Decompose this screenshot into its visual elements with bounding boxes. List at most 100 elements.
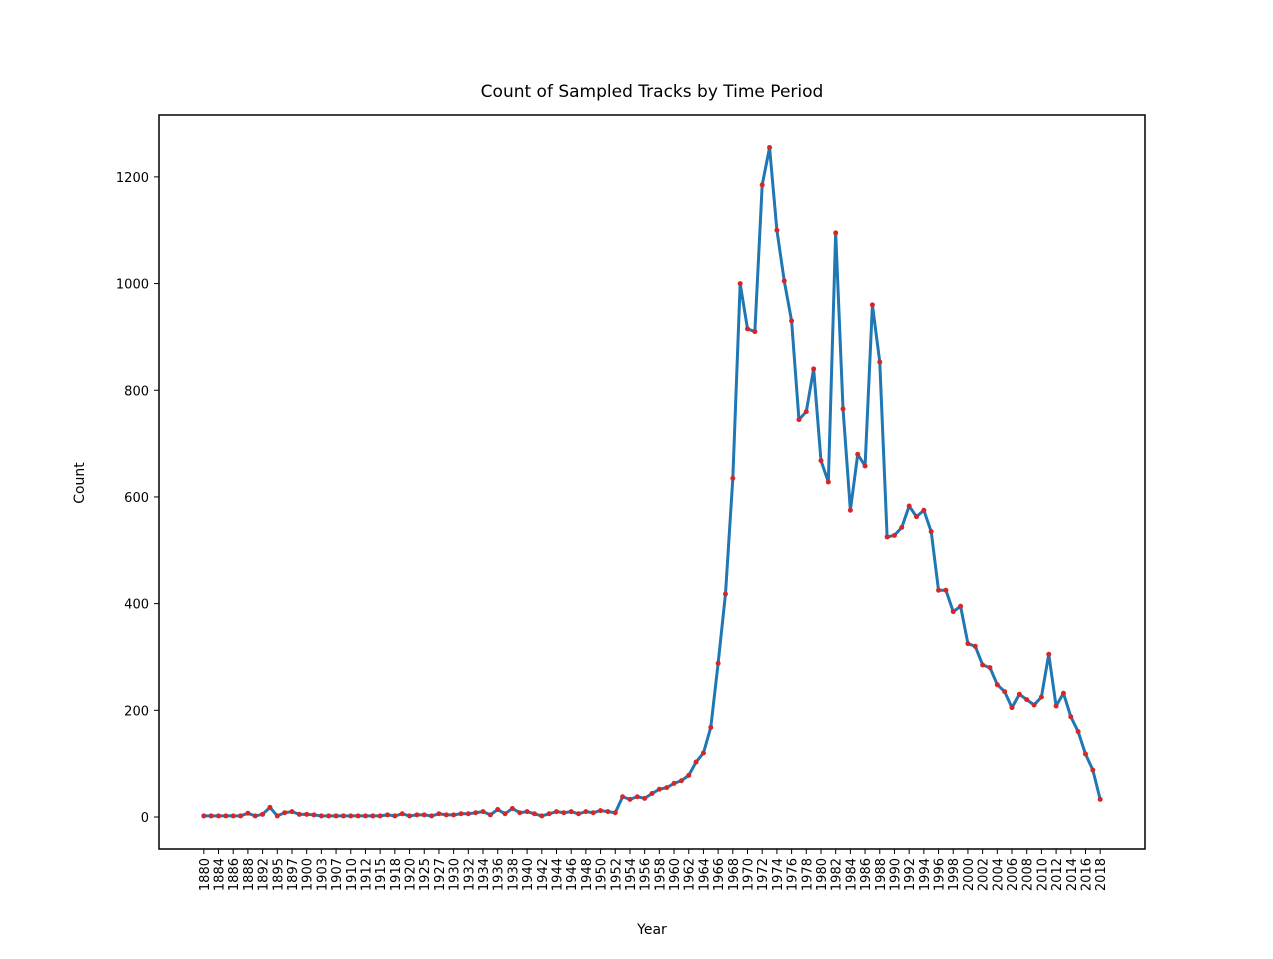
x-tick-label: 1927: [433, 858, 448, 891]
point: [355, 813, 361, 819]
point: [568, 809, 574, 815]
x-tick-label: 1903: [315, 858, 330, 891]
point: [480, 809, 486, 815]
point: [1002, 689, 1008, 695]
x-tick-label: 1982: [830, 858, 845, 891]
point: [811, 366, 817, 372]
point: [693, 759, 699, 765]
point: [289, 809, 295, 815]
x-axis-label: Year: [636, 922, 667, 938]
point: [840, 406, 846, 412]
point: [377, 813, 383, 819]
point: [333, 813, 339, 819]
x-tick-label: 1946: [565, 858, 580, 891]
x-tick-label: 1984: [844, 858, 859, 891]
point: [524, 809, 530, 815]
point: [730, 475, 736, 481]
point: [722, 591, 728, 597]
x-tick-label: 1886: [227, 858, 242, 891]
x-tick-label: 1996: [933, 858, 948, 891]
point: [759, 182, 765, 188]
y-tick-label: 1200: [116, 171, 149, 186]
y-tick-label: 400: [124, 598, 149, 613]
x-tick-label: 2018: [1094, 858, 1109, 891]
point: [1082, 751, 1088, 757]
x-tick-label: 1940: [521, 858, 536, 891]
x-tick-label: 1920: [404, 858, 419, 891]
x-tick-label: 1994: [918, 858, 933, 891]
point: [590, 810, 596, 816]
x-tick-label: 1936: [492, 858, 507, 891]
x-tick-label: 1918: [389, 858, 404, 891]
y-axis-label: Count: [72, 462, 88, 504]
point: [1024, 697, 1030, 703]
point: [914, 514, 920, 520]
x-tick-label: 1966: [712, 858, 727, 891]
point: [274, 813, 280, 819]
point: [1075, 729, 1081, 735]
y-tick-label: 0: [141, 811, 149, 826]
point: [869, 302, 875, 308]
point: [399, 811, 405, 817]
x-tick-label: 1960: [668, 858, 683, 891]
point: [598, 808, 604, 814]
point: [230, 813, 236, 819]
point: [994, 682, 1000, 688]
x-tick-label: 1974: [771, 858, 786, 891]
y-tick-label: 800: [124, 384, 149, 399]
point: [818, 458, 824, 464]
point: [260, 811, 266, 817]
x-tick-label: 1956: [639, 858, 654, 891]
x-tick-label: 1978: [800, 858, 815, 891]
point: [847, 507, 853, 513]
point: [245, 810, 251, 816]
x-tick-label: 1912: [359, 858, 374, 891]
point: [781, 278, 787, 284]
point: [384, 812, 390, 818]
point: [1060, 690, 1066, 696]
point: [1031, 702, 1037, 708]
point: [208, 813, 214, 819]
x-tick-label: 1976: [786, 858, 801, 891]
point: [958, 603, 964, 609]
point: [715, 660, 721, 666]
x-tick-label: 1930: [448, 858, 463, 891]
point: [370, 813, 376, 819]
x-tick-label: 1884: [213, 858, 228, 891]
point: [774, 227, 780, 233]
point: [407, 813, 413, 819]
point: [943, 587, 949, 593]
point: [340, 813, 346, 819]
x-tick-label: 1907: [330, 858, 345, 891]
x-tick-label: 1998: [947, 858, 962, 891]
point: [1009, 705, 1015, 711]
x-tick-label: 1962: [683, 858, 698, 891]
point: [1046, 651, 1052, 657]
point: [950, 609, 956, 615]
x-tick-label: 1948: [580, 858, 595, 891]
point: [539, 813, 545, 819]
x-tick-label: 1952: [609, 858, 624, 891]
point: [642, 795, 648, 801]
point: [855, 451, 861, 457]
point: [649, 791, 655, 797]
x-tick-label: 2004: [991, 858, 1006, 891]
point: [443, 812, 449, 818]
point: [223, 813, 229, 819]
point: [311, 812, 317, 818]
point: [304, 811, 310, 817]
x-tick-label: 2010: [1035, 858, 1050, 891]
point: [803, 409, 809, 415]
point: [553, 809, 559, 815]
point: [664, 785, 670, 791]
point: [502, 811, 508, 817]
point: [1097, 796, 1103, 802]
x-tick-label: 2000: [962, 858, 977, 891]
point: [833, 230, 839, 236]
point: [465, 811, 471, 817]
point: [318, 813, 324, 819]
x-tick-label: 2008: [1021, 858, 1036, 891]
point: [921, 507, 927, 513]
x-tick-label: 1892: [257, 858, 272, 891]
